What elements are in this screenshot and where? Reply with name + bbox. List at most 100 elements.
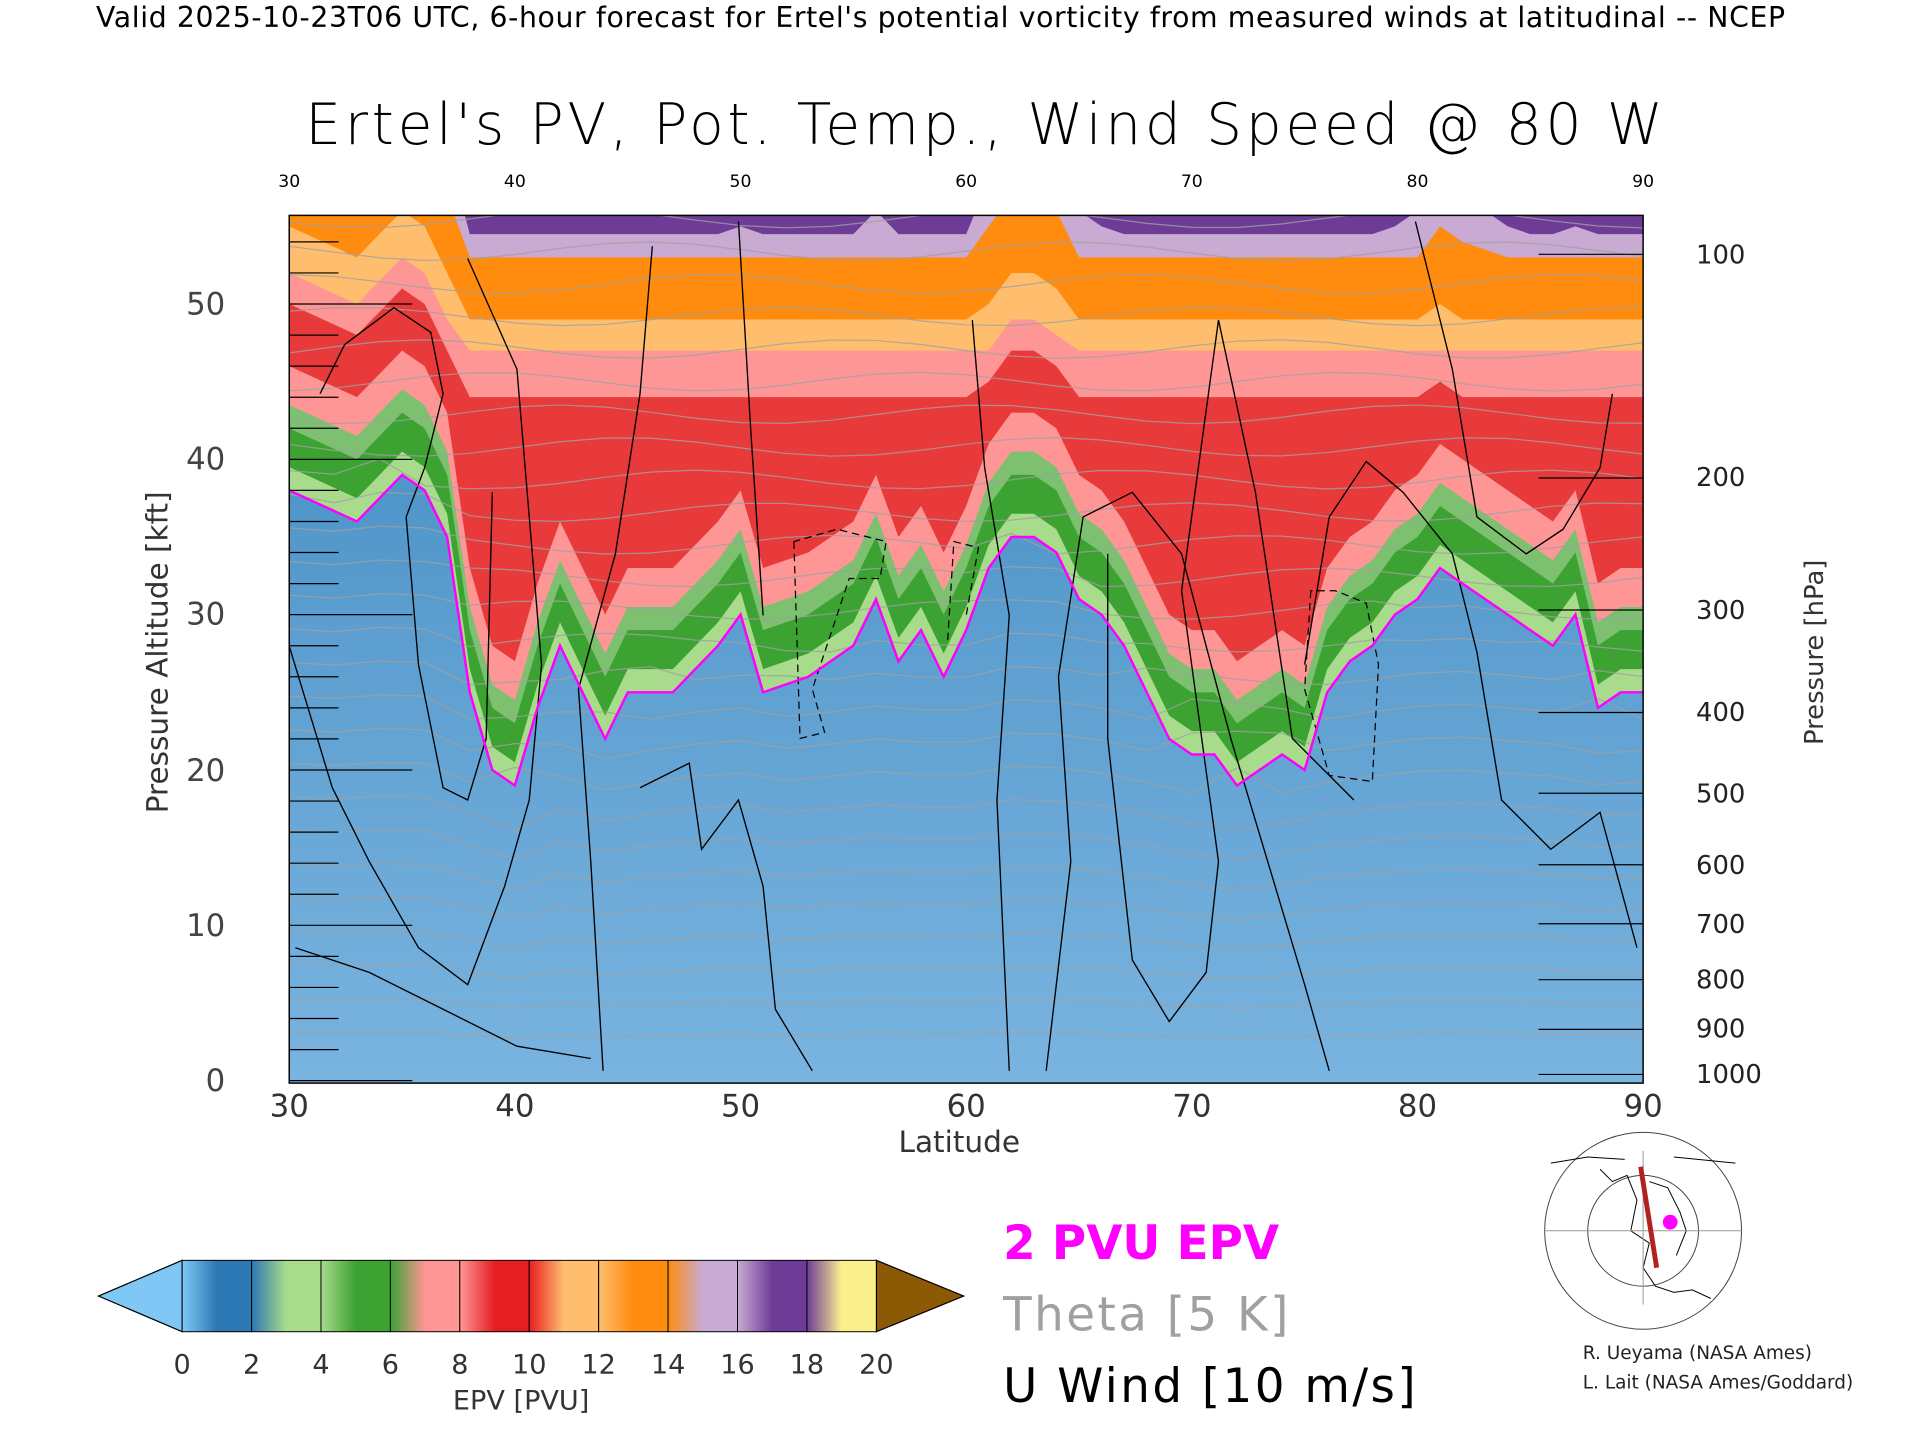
u-wind-negative-contour — [947, 540, 980, 641]
u-wind-contour — [1303, 460, 1638, 948]
colorbar-tick-label: 0 — [173, 1350, 191, 1381]
colorbar-segment — [598, 1259, 669, 1333]
theta-contour — [289, 998, 1644, 1009]
altitude-tick-label: 40 — [186, 441, 226, 478]
theta-contour — [289, 1031, 1644, 1039]
colorbar-low-triangle — [96, 1259, 183, 1333]
lat-tick-label: 50 — [720, 1088, 761, 1124]
pressure-tick-label: 300 — [1696, 595, 1746, 625]
theta-contour — [289, 660, 1644, 686]
y-axis-label: Pressure Altitude [kft] — [140, 491, 175, 814]
colorbar-label: EPV [PVU] — [452, 1385, 590, 1417]
u-wind-contour — [1414, 221, 1614, 555]
theta-contour — [289, 626, 1644, 653]
theta-contour — [289, 404, 1644, 425]
theta-contour — [289, 436, 1644, 457]
colorbar-tick-label: 10 — [512, 1350, 547, 1381]
top-lat-tick-label: 60 — [955, 172, 978, 193]
pressure-tick-label: 700 — [1696, 908, 1746, 939]
colorbar-tick-label: 14 — [650, 1350, 686, 1381]
colorbar-high-triangle — [875, 1259, 966, 1333]
colorbar-segment — [181, 1259, 253, 1333]
colorbar-tick-label: 20 — [859, 1350, 894, 1381]
theta-contour — [289, 559, 1644, 588]
theta-contour — [289, 593, 1644, 620]
colorbar-tick-label: 18 — [789, 1350, 825, 1381]
theta-contour — [289, 525, 1644, 555]
top-lat-tick-label: 30 — [278, 172, 301, 193]
top-lat-tick-label: 70 — [1180, 172, 1203, 193]
pressure-tick-label: 100 — [1696, 239, 1746, 270]
pressure-tick-label: 400 — [1696, 697, 1746, 728]
theta-contour — [289, 795, 1644, 831]
theta-contour — [289, 491, 1644, 522]
colorbar-segment — [251, 1259, 322, 1333]
plot-frame — [288, 214, 1644, 1084]
theta-contour — [289, 339, 1644, 359]
lat-tick-label: 30 — [269, 1088, 309, 1124]
pressure-tick-label: 900 — [1696, 1014, 1746, 1045]
credit-2: L. Lait (NASA Ames/Goddard) — [1582, 1371, 1854, 1394]
pressure-axis-label: Pressure [hPa] — [1799, 559, 1829, 746]
legend-2pvu: 2 PVU EPV — [1003, 1216, 1280, 1271]
theta-contour — [289, 694, 1644, 720]
colorbar-tick-label: 4 — [312, 1350, 330, 1381]
pressure-tick-label: 200 — [1696, 463, 1746, 493]
u-wind-contour — [971, 319, 1010, 1071]
altitude-tick-label: 50 — [186, 286, 226, 322]
pressure-tick-label: 1000 — [1696, 1059, 1762, 1090]
u-wind-negative-contour — [1304, 590, 1380, 783]
u-wind-contour — [1045, 491, 1330, 1071]
colorbar-segment — [667, 1259, 738, 1333]
u-wind-contour — [737, 221, 764, 616]
colorbar-segment — [528, 1259, 600, 1333]
theta-contour — [289, 371, 1644, 392]
pressure-tick-label: 800 — [1696, 964, 1746, 995]
colorbar-segment — [459, 1259, 530, 1333]
theta-contour — [289, 930, 1644, 950]
u-wind-contour — [289, 258, 543, 986]
pressure-tick-label: 500 — [1696, 778, 1746, 809]
u-wind-contour — [1107, 319, 1355, 1023]
u-wind-contour — [295, 947, 591, 1060]
u-wind-negative-contour — [793, 528, 887, 740]
top-lat-tick-label: 80 — [1406, 172, 1429, 193]
chart-title: Ertel's PV, Pot. Temp., Wind Speed @ 80 … — [305, 91, 1667, 158]
colorbar-segment — [737, 1259, 808, 1333]
colorbar-segment — [806, 1259, 877, 1333]
u-wind-contour — [577, 246, 653, 1071]
legend-u-wind: U Wind [10 m/s] — [1003, 1358, 1419, 1413]
lat-tick-label: 40 — [495, 1088, 535, 1124]
theta-contour — [289, 241, 1644, 262]
colorbar-tick-label: 8 — [451, 1350, 469, 1381]
legend-theta: Theta [5 K] — [1003, 1287, 1291, 1342]
theta-contour — [289, 761, 1644, 794]
theta-contour — [289, 728, 1644, 760]
colorbar-tick-label: 16 — [720, 1350, 755, 1381]
top-lat-tick-label: 90 — [1632, 172, 1655, 193]
valid-time-subtitle: Valid 2025-10-23T06 UTC, 6-hour forecast… — [96, 2, 1786, 35]
u-wind-contour — [639, 762, 813, 1072]
altitude-tick-label: 10 — [186, 907, 226, 944]
credit-1: R. Ueyama (NASA Ames) — [1582, 1341, 1813, 1364]
lat-tick-label: 70 — [1172, 1088, 1212, 1124]
altitude-tick-label: 20 — [186, 752, 226, 788]
theta-contour — [289, 964, 1644, 980]
two-pvu-line — [289, 473, 1644, 788]
theta-contour — [289, 829, 1644, 860]
colorbar-tick-label: 12 — [581, 1350, 616, 1381]
theta-contour — [289, 458, 1644, 490]
top-lat-tick-label: 50 — [729, 172, 752, 193]
epv-band-16-18 — [289, 215, 1644, 235]
colorbar-tick-label: 6 — [381, 1350, 400, 1381]
theta-contour — [289, 273, 1644, 294]
theta-contour — [289, 896, 1644, 920]
colorbar-segment — [320, 1259, 391, 1333]
altitude-tick-label: 0 — [205, 1062, 226, 1099]
pressure-tick-label: 600 — [1696, 849, 1746, 880]
lat-tick-label: 80 — [1397, 1088, 1438, 1124]
x-axis-label: Latitude — [898, 1124, 1021, 1160]
colorbar-tick-label: 2 — [242, 1350, 261, 1381]
